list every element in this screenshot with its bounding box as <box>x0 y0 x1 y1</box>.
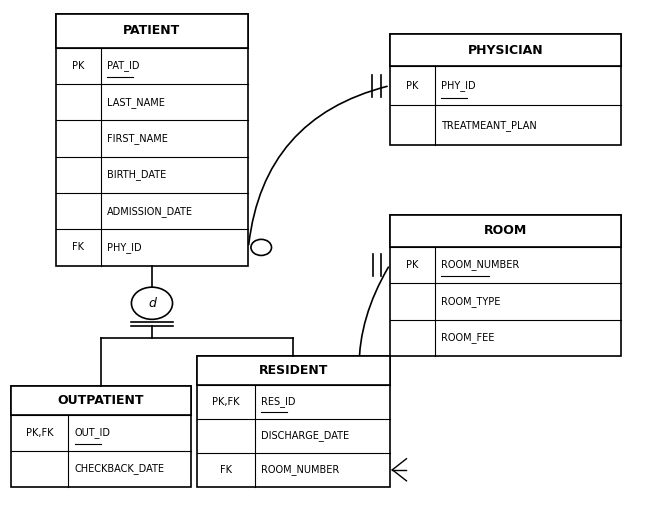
Bar <box>10 386 191 486</box>
Text: PHY_ID: PHY_ID <box>441 80 476 91</box>
Text: ROOM: ROOM <box>484 224 527 238</box>
Text: PAT_ID: PAT_ID <box>107 60 139 72</box>
Text: FK: FK <box>220 465 232 475</box>
Text: ROOM_NUMBER: ROOM_NUMBER <box>261 464 339 475</box>
Text: PK: PK <box>72 61 84 71</box>
Text: PK: PK <box>406 260 419 270</box>
Text: PK,FK: PK,FK <box>26 428 53 438</box>
Text: BIRTH_DATE: BIRTH_DATE <box>107 169 166 180</box>
FancyArrowPatch shape <box>249 86 387 245</box>
Text: RES_ID: RES_ID <box>261 397 296 407</box>
Bar <box>10 386 191 415</box>
Bar <box>55 14 249 48</box>
Text: PATIENT: PATIENT <box>123 25 180 37</box>
Text: PK: PK <box>406 81 419 90</box>
Bar <box>390 34 621 66</box>
Text: PK,FK: PK,FK <box>212 397 240 407</box>
Text: CHECKBACK_DATE: CHECKBACK_DATE <box>75 463 165 474</box>
Text: RESIDENT: RESIDENT <box>258 364 328 377</box>
Text: FK: FK <box>72 242 84 252</box>
Text: OUT_ID: OUT_ID <box>75 427 111 438</box>
FancyArrowPatch shape <box>359 267 389 468</box>
Text: PHYSICIAN: PHYSICIAN <box>467 43 543 57</box>
Text: LAST_NAME: LAST_NAME <box>107 97 165 108</box>
Text: ROOM_NUMBER: ROOM_NUMBER <box>441 260 519 270</box>
Bar <box>390 215 621 247</box>
Text: ROOM_TYPE: ROOM_TYPE <box>441 296 501 307</box>
Text: PHY_ID: PHY_ID <box>107 242 142 253</box>
Text: ADMISSION_DATE: ADMISSION_DATE <box>107 205 193 217</box>
Bar <box>390 34 621 145</box>
Bar <box>390 215 621 356</box>
Text: d: d <box>148 297 156 310</box>
Text: ROOM_FEE: ROOM_FEE <box>441 332 495 343</box>
Bar <box>197 356 390 486</box>
Bar <box>55 14 249 266</box>
Text: FIRST_NAME: FIRST_NAME <box>107 133 168 144</box>
Text: TREATMEANT_PLAN: TREATMEANT_PLAN <box>441 120 537 131</box>
Bar <box>197 356 390 385</box>
Text: DISCHARGE_DATE: DISCHARGE_DATE <box>261 430 350 442</box>
Text: OUTPATIENT: OUTPATIENT <box>57 394 144 407</box>
